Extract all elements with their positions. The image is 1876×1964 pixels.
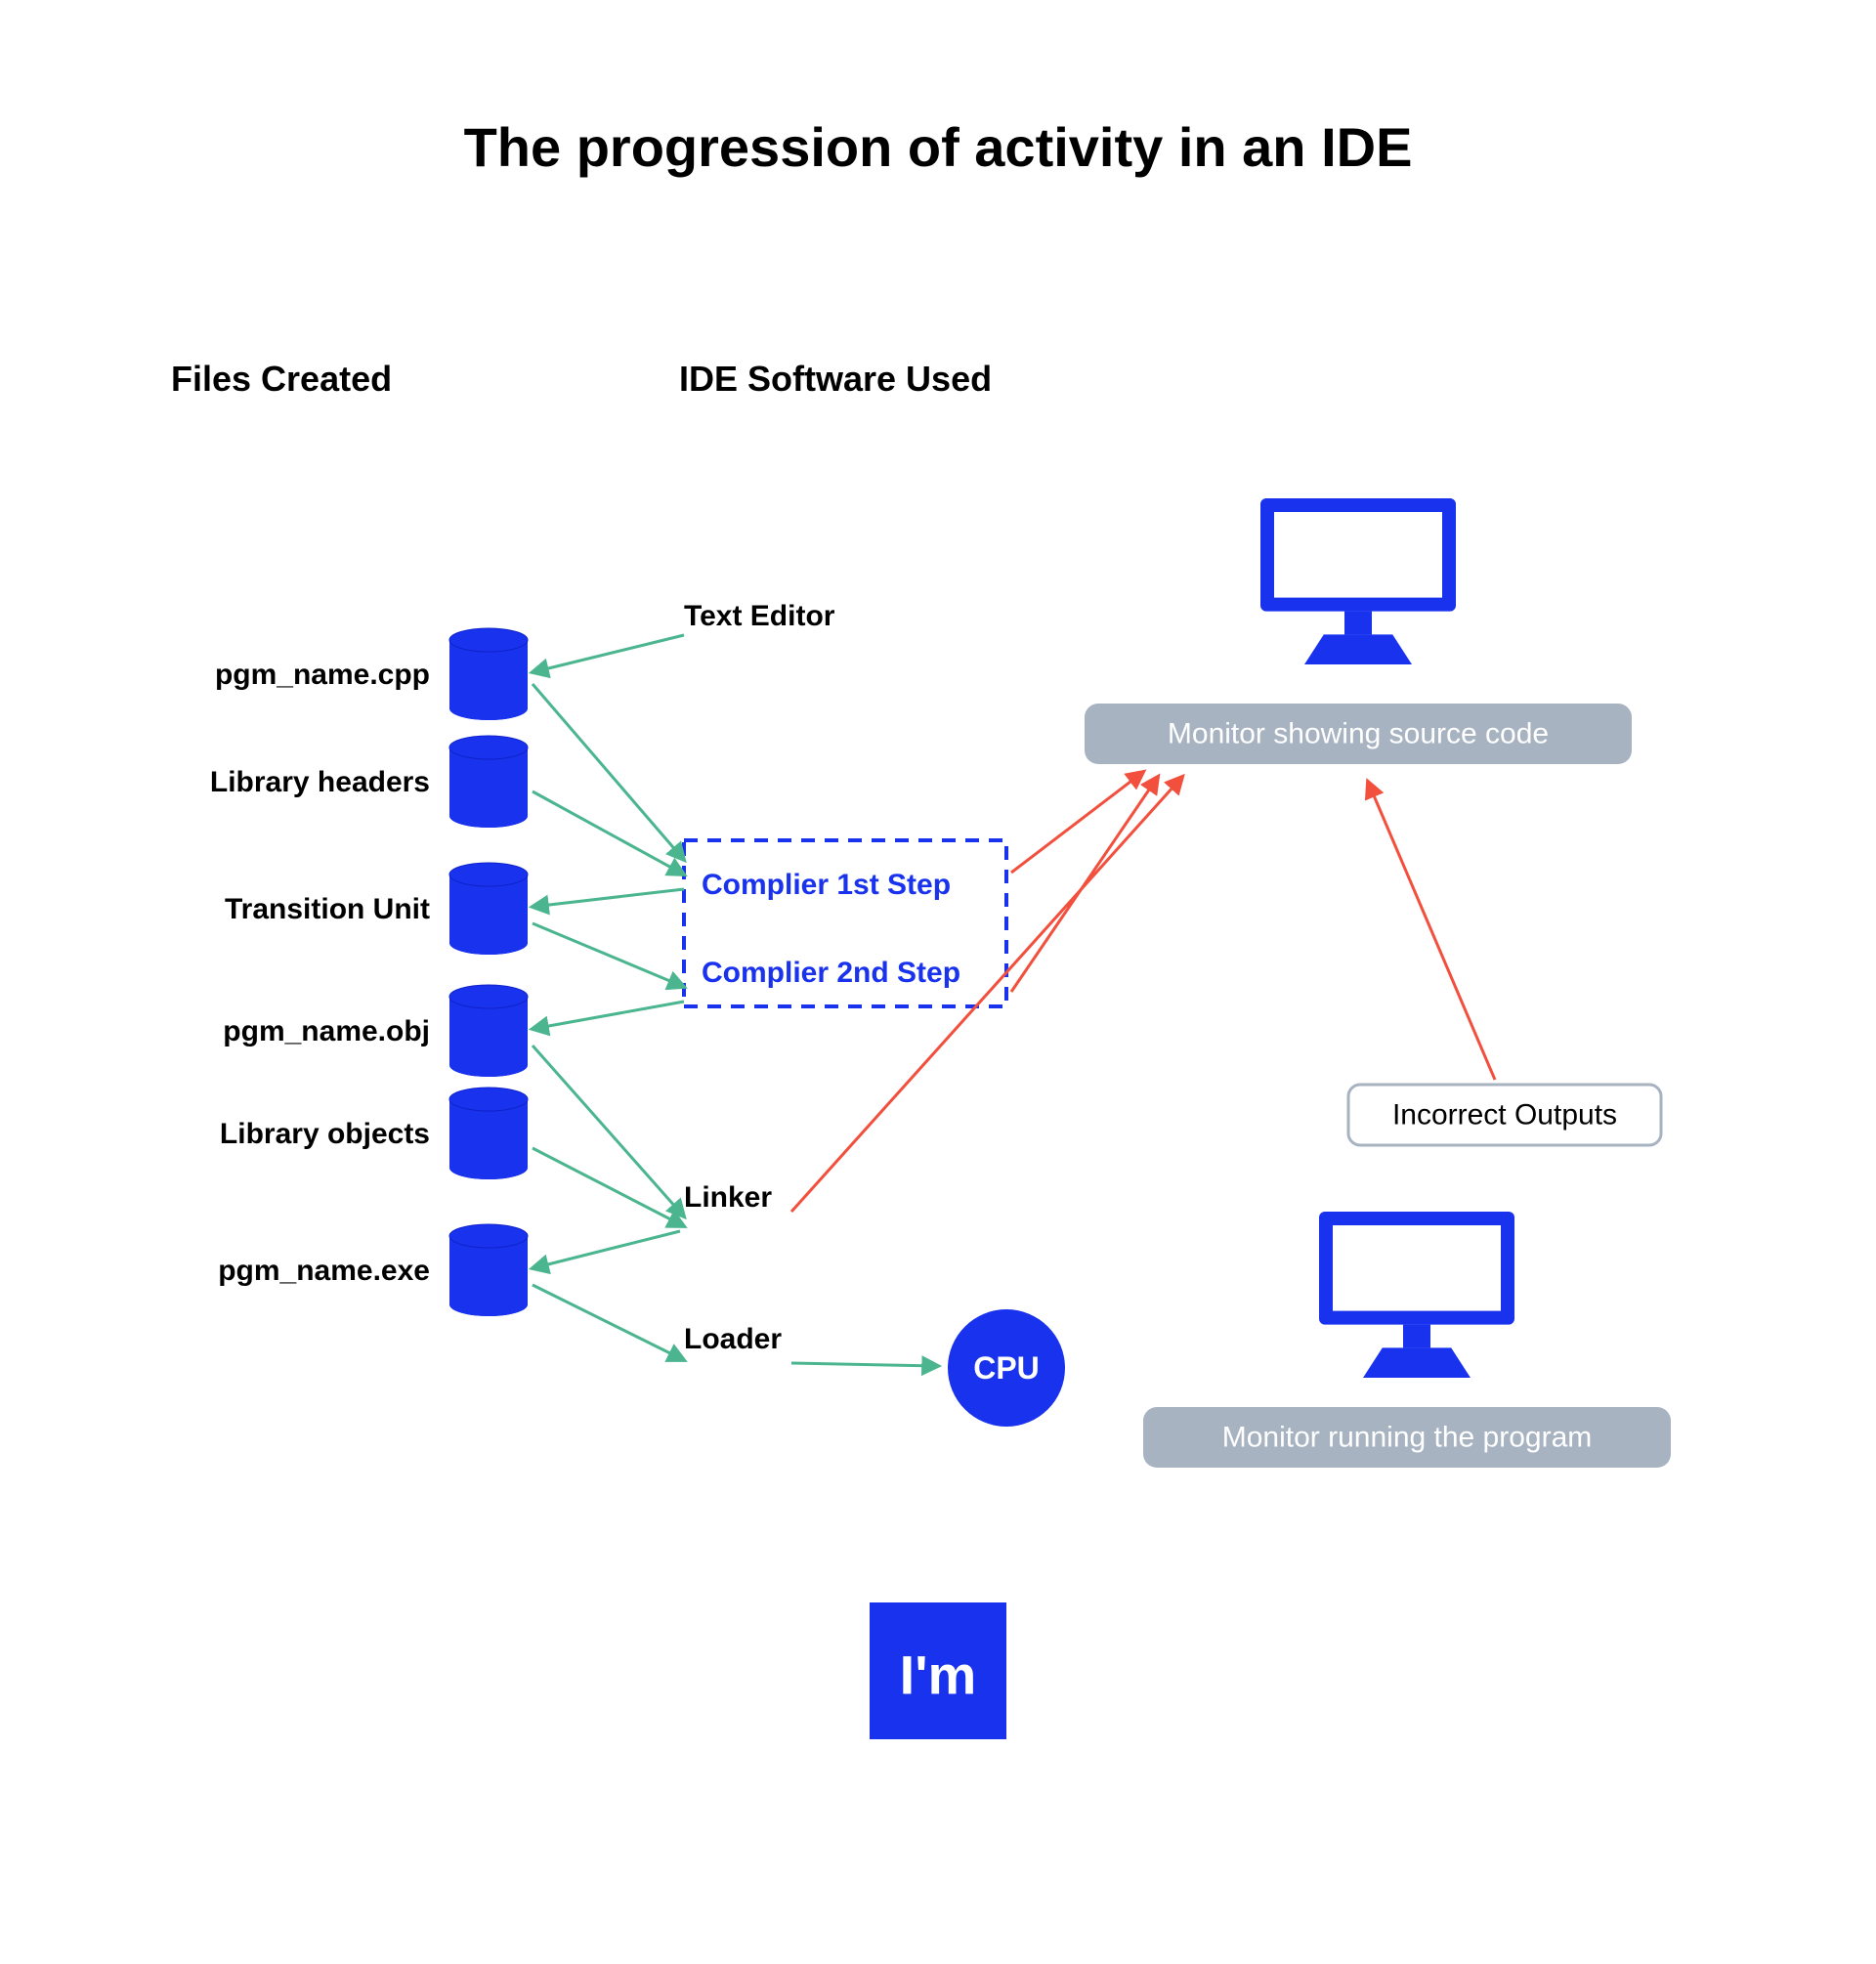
cpu-label: CPU [973, 1350, 1040, 1386]
compiler-step2-label: Complier 2nd Step [702, 957, 960, 989]
file-label-cpp: pgm_name.cpp [215, 659, 430, 691]
incorrect-outputs-label: Incorrect Outputs [1392, 1099, 1617, 1131]
compiler-step1-label: Complier 1st Step [702, 869, 951, 901]
caption-bottom-text: Monitor running the program [1222, 1422, 1593, 1454]
files-group: pgm_name.cpp Library headers Transition Un… [210, 628, 528, 1316]
file-label-headers: Library headers [210, 766, 430, 798]
diagram-page: The progression of activity in an IDE Fi… [0, 0, 1876, 1964]
node-linker: Linker [684, 1181, 772, 1214]
file-label-exe: pgm_name.exe [218, 1255, 430, 1287]
file-label-obj: pgm_name.obj [223, 1015, 430, 1047]
diagram-svg: The progression of activity in an IDE Fi… [0, 0, 1876, 1964]
logo-text: I'm [900, 1644, 977, 1706]
monitor-icon-bottom [1319, 1212, 1514, 1378]
caption-top-text: Monitor showing source code [1168, 718, 1549, 750]
file-label-tunit: Transition Unit [225, 893, 430, 925]
file-label-libobj: Library objects [220, 1118, 430, 1150]
arrows-green [533, 635, 938, 1366]
section-header-files: Files Created [171, 359, 392, 399]
section-header-ide: IDE Software Used [679, 359, 992, 399]
monitor-icon-top [1260, 498, 1456, 664]
diagram-title: The progression of activity in an IDE [464, 116, 1413, 178]
node-text-editor: Text Editor [684, 600, 835, 632]
node-loader: Loader [684, 1323, 782, 1355]
